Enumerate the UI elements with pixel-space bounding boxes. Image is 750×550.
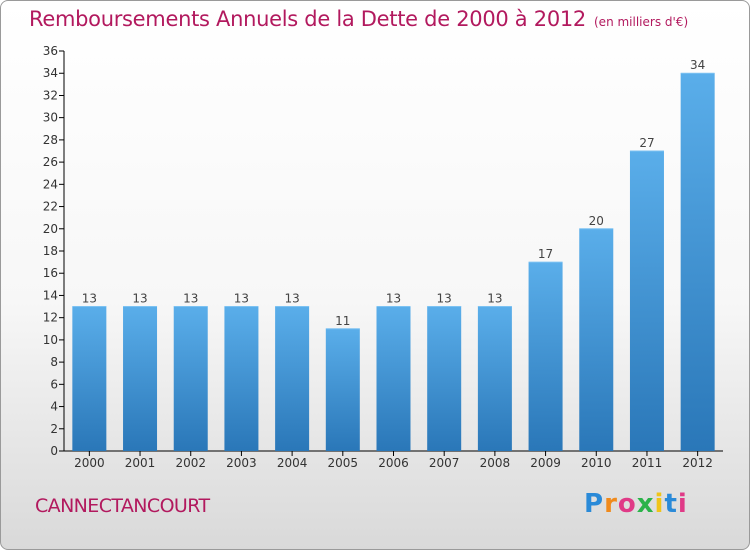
bar: [680, 73, 715, 451]
data-label: 13: [234, 292, 249, 306]
x-tick-label: 2001: [125, 456, 156, 470]
x-tick-label: 2000: [74, 456, 105, 470]
data-label: 13: [487, 292, 502, 306]
y-tick-label: 32: [43, 88, 58, 102]
bar: [325, 328, 360, 451]
logo-letter: o: [617, 489, 637, 519]
y-tick-label: 12: [43, 311, 58, 325]
bar: [173, 306, 208, 451]
x-tick-label: 2009: [530, 456, 561, 470]
y-tick-label: 20: [43, 222, 58, 236]
y-tick-label: 0: [50, 444, 58, 458]
logo-letter: x: [636, 489, 655, 519]
x-tick-label: 2002: [175, 456, 206, 470]
logo-letter: i: [677, 489, 688, 519]
y-tick-label: 16: [43, 266, 58, 280]
bar: [579, 228, 614, 451]
bar: [477, 306, 512, 451]
x-tick-label: 2003: [226, 456, 257, 470]
y-tick-label: 4: [50, 400, 58, 414]
bar: [72, 306, 107, 451]
data-label: 13: [284, 292, 299, 306]
chart-title-text: Remboursements Annuels de la Dette de 20…: [29, 7, 586, 31]
proxiti-logo: Proxiti: [584, 489, 688, 519]
y-tick-label: 18: [43, 244, 58, 258]
x-tick-label: 2008: [480, 456, 511, 470]
data-label: 13: [386, 292, 401, 306]
chart-title: Remboursements Annuels de la Dette de 20…: [29, 7, 688, 31]
data-label: 13: [183, 292, 198, 306]
chart-subtitle: (en milliers d'€): [594, 15, 689, 29]
y-tick-label: 8: [50, 355, 58, 369]
y-tick-label: 10: [43, 333, 58, 347]
bar: [427, 306, 462, 451]
y-tick-label: 26: [43, 155, 58, 169]
x-tick-label: 2010: [581, 456, 612, 470]
y-tick-label: 22: [43, 200, 58, 214]
data-label: 13: [132, 292, 147, 306]
bar: [376, 306, 411, 451]
data-label: 13: [82, 292, 97, 306]
data-label: 34: [690, 58, 705, 72]
y-tick-label: 30: [43, 111, 58, 125]
data-label: 13: [437, 292, 452, 306]
bar: [123, 306, 158, 451]
logo-letter: P: [584, 489, 605, 519]
x-tick-label: 2006: [378, 456, 409, 470]
y-tick-label: 24: [43, 177, 58, 191]
data-label: 17: [538, 247, 553, 261]
data-label: 11: [335, 314, 350, 328]
x-tick-label: 2011: [632, 456, 663, 470]
commune-name: CANNECTANCOURT: [35, 495, 210, 517]
data-label: 20: [589, 214, 604, 228]
data-label: 27: [639, 136, 654, 150]
y-tick-label: 34: [43, 66, 58, 80]
y-tick-label: 36: [43, 44, 58, 58]
bar: [629, 151, 664, 451]
x-tick-label: 2004: [277, 456, 308, 470]
y-tick-label: 14: [43, 288, 58, 302]
logo-letter: i: [654, 489, 665, 519]
y-tick-label: 28: [43, 133, 58, 147]
y-tick-label: 6: [50, 377, 58, 391]
bar: [528, 262, 563, 451]
logo-letter: t: [664, 489, 678, 519]
x-tick-label: 2012: [682, 456, 713, 470]
y-tick-label: 2: [50, 422, 58, 436]
bar: [224, 306, 259, 451]
x-tick-label: 2007: [429, 456, 460, 470]
x-tick-label: 2005: [328, 456, 359, 470]
bar: [275, 306, 310, 451]
logo-letter: r: [604, 489, 618, 519]
